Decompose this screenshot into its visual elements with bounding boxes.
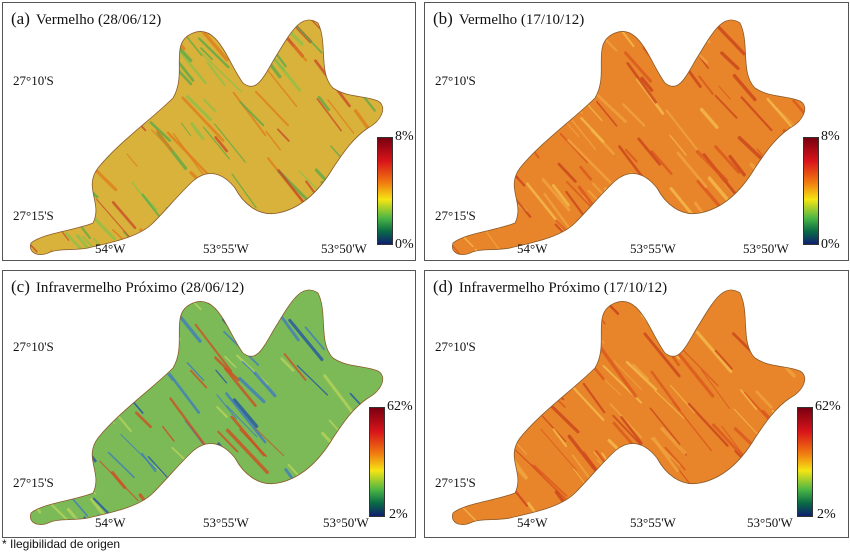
color-scale-bar-c [369,407,385,517]
map-image-d [452,289,806,525]
panel-title-text-b: Vermelho (17/10/12) [458,12,585,28]
lat-label-bottom-c: 27°15'S [13,475,54,490]
region-outline [30,19,384,255]
lon-label-3-b: 53°50'W [743,241,789,256]
panel-label-b: (b) [433,9,453,28]
lon-label-1-d: 54°W [517,515,548,530]
lon-label-2-c: 53°55'W [203,515,249,530]
map-panel-d: (d) Infravermelho Próximo (17/10/12) 27°1… [424,270,849,538]
lat-label-top-a: 27°10'S [13,73,54,88]
lat-label-bottom-d: 27°15'S [435,475,476,490]
scale-max-d: 62% [815,399,841,414]
lon-label-3-a: 53°50'W [321,241,367,256]
panel-label-d: (d) [433,277,453,296]
scale-max-a: 8% [395,129,414,144]
scale-max-c: 62% [387,399,413,414]
panel-title-c: (c) Infravermelho Próximo (28/06/12) [11,277,244,297]
region-outline [30,289,384,525]
lat-label-bottom-a: 27°15'S [13,208,54,223]
lat-label-top-c: 27°10'S [13,339,54,354]
lon-label-3-c: 53°50'W [323,515,369,530]
lat-label-bottom-b: 27°15'S [435,208,476,223]
map-image-c [30,289,384,525]
panel-title-text-d: Infravermelho Próximo (17/10/12) [458,280,668,296]
map-image-a [30,19,384,255]
panel-title-a: (a) Vermelho (28/06/12) [11,9,161,29]
panel-title-text-c: Infravermelho Próximo (28/06/12) [35,280,245,296]
lon-label-1-b: 54°W [517,241,548,256]
panel-label-c: (c) [11,277,30,296]
panel-title-d: (d) Infravermelho Próximo (17/10/12) [433,277,667,297]
color-scale-bar-a [377,137,393,245]
lat-label-top-d: 27°10'S [435,339,476,354]
lon-label-2-b: 53°55'W [630,241,676,256]
region-texture [452,289,805,525]
lon-label-2-d: 53°55'W [630,515,676,530]
lon-label-3-d: 53°50'W [747,515,793,530]
footnote: * Ilegibilidad de origen [2,537,121,551]
scale-min-d: 2% [817,507,836,522]
panel-title-b: (b) Vermelho (17/10/12) [433,9,584,29]
lon-label-1-a: 54°W [95,241,126,256]
lon-label-2-a: 53°55'W [203,241,249,256]
scale-min-a: 0% [395,237,414,252]
map-panel-b: (b) Vermelho (17/10/12) 27°10'S 27°15'S 5… [424,2,849,261]
region-texture [30,19,383,255]
region-outline [452,289,806,525]
map-image-b [452,19,806,255]
scale-max-b: 8% [821,129,840,144]
region-texture [452,19,805,255]
scale-min-c: 2% [389,507,408,522]
scale-min-b: 0% [821,237,840,252]
lat-label-top-b: 27°10'S [435,73,476,88]
panel-label-a: (a) [11,9,30,28]
color-scale-bar-b [803,137,819,245]
region-outline [452,19,806,255]
lon-label-1-c: 54°W [95,515,126,530]
map-panel-c: (c) Infravermelho Próximo (28/06/12) 27°1… [2,270,416,538]
color-scale-bar-d [797,407,813,517]
region-texture [30,289,383,525]
panel-title-text-a: Vermelho (28/06/12) [35,12,162,28]
map-panel-a: (a) Vermelho (28/06/12) 27°10'S 27°15'S 5… [2,2,416,261]
